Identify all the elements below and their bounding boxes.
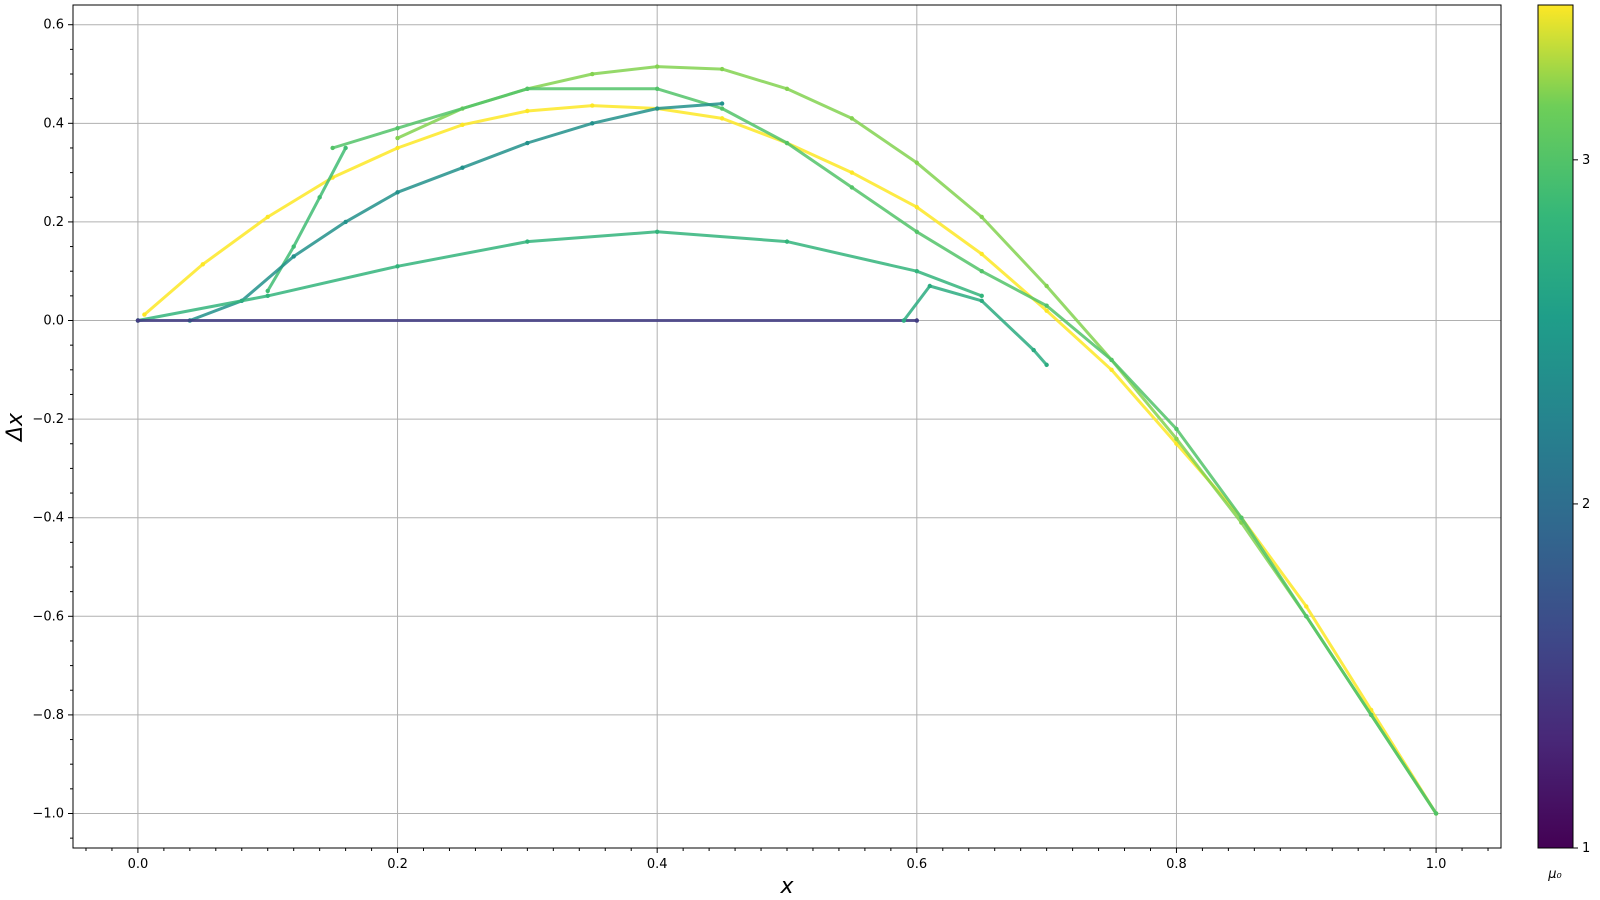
data-point <box>1109 357 1114 363</box>
x-tick-label: 0.2 <box>387 857 408 872</box>
data-point <box>395 126 400 131</box>
data-point <box>654 229 660 234</box>
data-point <box>1044 283 1049 289</box>
data-point <box>784 86 790 92</box>
colorbar-label: μ₀ <box>1547 867 1562 882</box>
data-point <box>914 318 920 323</box>
data-point <box>849 116 855 121</box>
y-tick-label: −1.0 <box>32 806 64 821</box>
data-point <box>784 140 790 146</box>
y-tick-label: −0.6 <box>32 609 64 624</box>
y-tick-label: −0.8 <box>32 708 64 723</box>
data-point <box>914 269 920 274</box>
data-point <box>1304 614 1309 619</box>
x-tick-label: 0.0 <box>128 857 149 872</box>
data-point <box>291 254 296 259</box>
data-point <box>525 140 530 146</box>
data-point <box>590 103 595 108</box>
data-point <box>395 264 400 269</box>
y-axis: 0.6 0.4 0.2 0.0 −0.2 −0.4 −0.6 −0.8 −1.0 <box>32 18 73 839</box>
x-tick-label: 0.4 <box>647 857 668 872</box>
data-point <box>719 106 725 111</box>
data-point <box>654 86 660 92</box>
data-point <box>719 101 725 106</box>
data-point <box>914 204 920 210</box>
data-point <box>979 269 984 274</box>
data-point <box>590 71 595 77</box>
series-layer <box>135 64 1439 816</box>
data-point <box>460 122 465 127</box>
y-tick-label: 0.0 <box>43 314 64 329</box>
data-point <box>317 195 322 200</box>
grid <box>73 5 1501 848</box>
x-tick-label: 0.8 <box>1166 857 1187 872</box>
data-point <box>914 229 920 234</box>
y-tick-label: −0.4 <box>32 511 64 526</box>
data-point <box>395 145 400 151</box>
data-point <box>849 185 855 190</box>
data-point <box>901 318 907 323</box>
data-point <box>590 121 595 126</box>
data-point <box>719 66 725 72</box>
data-point <box>200 262 206 267</box>
y-tick-label: 0.6 <box>43 18 64 33</box>
colorbar-tick-label: 1 <box>1582 841 1590 856</box>
colorbar-tick-label: 3 <box>1582 153 1590 168</box>
data-point <box>395 190 400 195</box>
plot-background <box>73 5 1501 848</box>
data-point <box>1044 308 1049 313</box>
data-point <box>784 239 790 244</box>
series-line <box>331 87 1438 815</box>
x-tick-label: 1.0 <box>1426 857 1447 872</box>
data-point <box>1174 426 1179 432</box>
colorbar-tick-label: 2 <box>1582 497 1590 512</box>
data-point <box>1304 604 1309 609</box>
data-point <box>525 108 530 114</box>
data-point <box>395 135 400 141</box>
data-point <box>927 283 932 289</box>
data-point <box>343 145 348 151</box>
data-point <box>979 298 984 303</box>
data-point <box>343 219 348 225</box>
data-point <box>979 214 984 220</box>
data-point <box>265 214 270 220</box>
colorbar-ticks: 1 2 3 <box>1573 153 1590 856</box>
data-point <box>1239 515 1244 520</box>
data-point <box>1044 362 1049 368</box>
data-point <box>265 288 270 294</box>
data-point <box>914 160 920 165</box>
y-tick-label: 0.2 <box>43 215 64 230</box>
data-point <box>1109 367 1114 373</box>
data-point <box>719 116 725 121</box>
data-point <box>525 239 530 244</box>
x-axis: 0.0 0.2 0.4 0.6 0.8 1.0 <box>85 848 1489 872</box>
data-point <box>849 170 855 175</box>
data-point <box>525 86 530 92</box>
data-point <box>1433 811 1439 816</box>
data-point <box>460 165 465 170</box>
data-point <box>654 106 660 111</box>
data-point <box>142 312 147 317</box>
data-point <box>1174 441 1179 446</box>
data-point <box>654 64 660 69</box>
data-point <box>1174 436 1179 442</box>
y-tick-label: −0.2 <box>32 412 64 427</box>
x-axis-label: x <box>779 874 794 899</box>
data-point <box>1031 347 1036 353</box>
data-point <box>979 293 984 299</box>
y-tick-label: 0.4 <box>43 116 64 131</box>
y-axis-label: Δx <box>3 412 28 443</box>
series-line <box>188 102 724 322</box>
data-point <box>291 244 296 249</box>
data-point <box>979 251 984 257</box>
series-line <box>136 230 984 322</box>
data-point <box>265 293 270 299</box>
data-point <box>330 145 335 151</box>
x-tick-label: 0.6 <box>906 857 927 872</box>
data-point <box>1368 712 1374 718</box>
colorbar <box>1537 4 1574 849</box>
data-point <box>1044 303 1049 308</box>
data-point <box>135 318 141 323</box>
